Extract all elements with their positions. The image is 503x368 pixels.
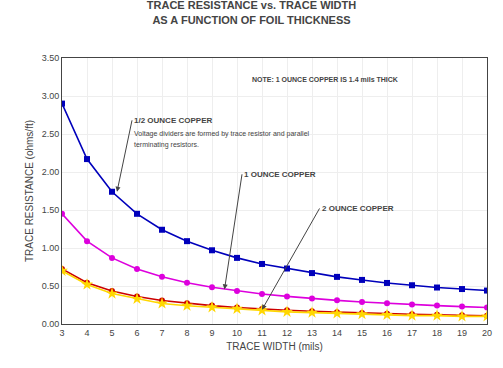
svg-text:20: 20 [482,328,492,338]
svg-text:NOTE: 1 OUNCE COPPER IS 1.4 mi: NOTE: 1 OUNCE COPPER IS 1.4 mils THICK [252,76,398,83]
svg-text:2.50: 2.50 [42,129,60,139]
svg-text:2 OUNCE COPPER: 2 OUNCE COPPER [322,204,394,213]
svg-text:8: 8 [184,328,189,338]
svg-text:1.50: 1.50 [42,205,60,215]
svg-text:9: 9 [209,328,214,338]
svg-text:Voltage dividers are formed by: Voltage dividers are formed by trace res… [134,130,310,138]
svg-text:5: 5 [109,328,114,338]
svg-text:1 OUNCE COPPER: 1 OUNCE COPPER [244,170,316,179]
svg-text:12: 12 [282,328,292,338]
svg-text:15: 15 [357,328,367,338]
svg-text:14: 14 [332,328,342,338]
svg-text:terminating resistors.: terminating resistors. [134,141,199,149]
svg-text:0.00: 0.00 [42,319,60,329]
svg-text:18: 18 [432,328,442,338]
svg-text:0.50: 0.50 [42,281,60,291]
svg-text:11: 11 [257,328,266,338]
svg-text:13: 13 [307,328,317,338]
svg-text:1.00: 1.00 [42,243,60,253]
svg-text:19: 19 [457,328,467,338]
svg-text:TRACE WIDTH (mils): TRACE WIDTH (mils) [226,341,323,352]
svg-text:2.00: 2.00 [42,167,60,177]
svg-text:6: 6 [134,328,139,338]
svg-text:3: 3 [59,328,64,338]
svg-text:4: 4 [84,328,89,338]
svg-text:1/2 OUNCE COPPER: 1/2 OUNCE COPPER [134,116,212,125]
svg-text:3.00: 3.00 [42,91,60,101]
svg-text:10: 10 [232,328,242,338]
svg-text:TRACE RESISTANCE (ohms/ft): TRACE RESISTANCE (ohms/ft) [24,120,35,262]
svg-text:7: 7 [159,328,164,338]
svg-text:17: 17 [407,328,417,338]
svg-text:3.50: 3.50 [42,53,60,63]
svg-text:TRACE RESISTANCE vs. TRACE WID: TRACE RESISTANCE vs. TRACE WIDTHAS A FUN… [147,0,356,25]
svg-text:16: 16 [382,328,392,338]
